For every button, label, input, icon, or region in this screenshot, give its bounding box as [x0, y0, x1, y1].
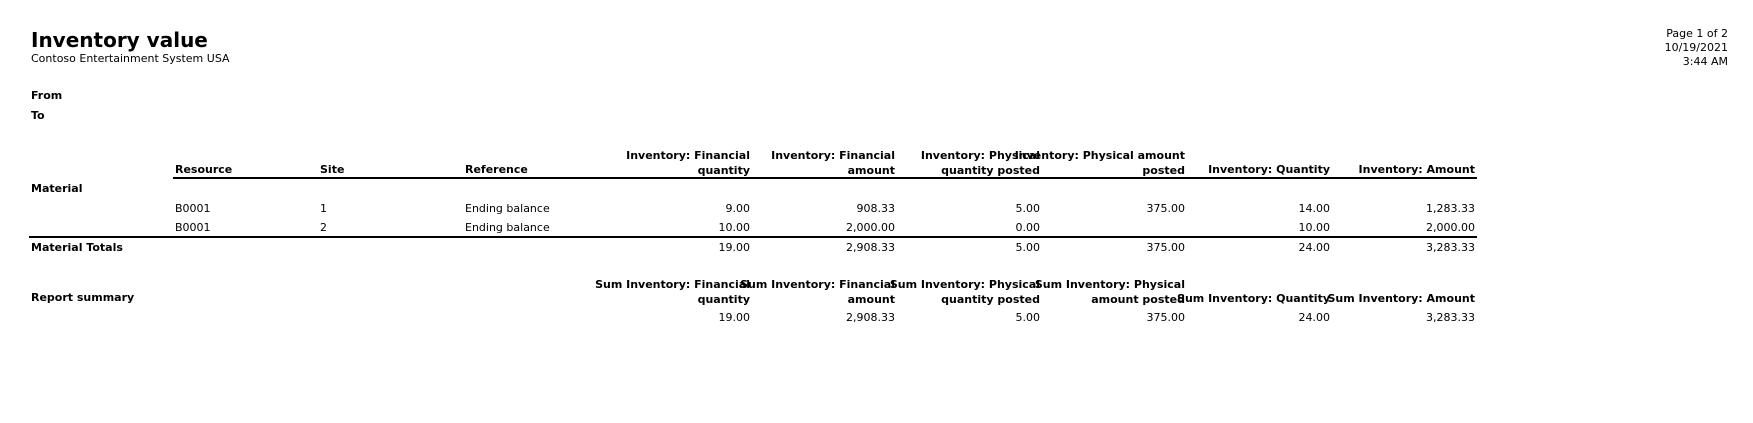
summary-header-inventory-amount: Sum Inventory: Amount [1327, 292, 1475, 305]
total-inventory-quantity: 24.00 [1298, 241, 1331, 254]
col-header-inventory-quantity: Inventory: Quantity [1208, 163, 1330, 176]
filter-from-label: From [31, 89, 63, 102]
total-inventory-amount: 3,283.33 [1426, 241, 1475, 254]
cell-financial-amount: 2,000.00 [846, 221, 895, 234]
cell-reference: Ending balance [465, 221, 550, 234]
report-summary-label: Report summary [31, 291, 135, 304]
summary-financial-quantity: 19.00 [718, 311, 751, 324]
total-physical-amount: 375.00 [1146, 241, 1186, 254]
cell-inventory-amount: 2,000.00 [1426, 221, 1475, 234]
summary-physical-amount: 375.00 [1146, 311, 1186, 324]
totals-label: Material Totals [31, 241, 123, 254]
summary-header-inventory-quantity: Sum Inventory: Quantity [1177, 292, 1330, 305]
cell-reference: Ending balance [465, 202, 550, 215]
cell-site: 1 [320, 202, 327, 215]
total-financial-amount: 2,908.33 [846, 241, 895, 254]
col-header-financial-quantity: Inventory: Financial quantity [626, 149, 750, 177]
report-time: 3:44 AM [1682, 55, 1728, 68]
summary-physical-quantity: 5.00 [1015, 311, 1041, 324]
col-header-site: Site [320, 163, 345, 176]
summary-header-financial-quantity: Sum Inventory: Financial quantity [595, 278, 750, 306]
summary-header-physical-amount: Sum Inventory: Physical amount posted [1034, 278, 1185, 306]
summary-inventory-quantity: 24.00 [1298, 311, 1331, 324]
col-header-inventory-amount: Inventory: Amount [1358, 163, 1475, 176]
col-header-resource: Resource [175, 163, 233, 176]
company-name: Contoso Entertainment System USA [31, 52, 230, 65]
cell-physical-amount: 375.00 [1146, 202, 1186, 215]
cell-inventory-quantity: 14.00 [1298, 202, 1331, 215]
header-underline [173, 177, 1477, 179]
cell-resource: B0001 [175, 202, 211, 215]
summary-financial-amount: 2,908.33 [846, 311, 895, 324]
cell-financial-quantity: 10.00 [718, 221, 751, 234]
cell-financial-amount: 908.33 [856, 202, 896, 215]
report-title: Inventory value [31, 28, 208, 52]
total-financial-quantity: 19.00 [718, 241, 751, 254]
total-physical-quantity: 5.00 [1015, 241, 1041, 254]
col-header-financial-amount: Inventory: Financial amount [771, 149, 895, 177]
cell-physical-quantity: 0.00 [1015, 221, 1041, 234]
page-info: Page 1 of 2 10/19/2021 3:44 AM [1665, 27, 1728, 69]
summary-inventory-amount: 3,283.33 [1426, 311, 1475, 324]
cell-site: 2 [320, 221, 327, 234]
col-header-physical-quantity-posted: Inventory: Physical quantity posted [920, 149, 1040, 177]
cell-physical-quantity: 5.00 [1015, 202, 1041, 215]
report-date: 10/19/2021 [1664, 41, 1728, 54]
group-label-material: Material [31, 182, 83, 195]
cell-inventory-quantity: 10.00 [1298, 221, 1331, 234]
totals-rule [29, 236, 1477, 238]
filter-to-label: To [31, 109, 45, 122]
summary-header-physical-quantity: Sum Inventory: Physical quantity posted [889, 278, 1040, 306]
col-header-physical-amount-posted: Inventory: Physical amount posted [1014, 149, 1185, 177]
cell-financial-quantity: 9.00 [725, 202, 751, 215]
page-number: Page 1 of 2 [1666, 27, 1728, 40]
cell-resource: B0001 [175, 221, 211, 234]
cell-inventory-amount: 1,283.33 [1426, 202, 1475, 215]
col-header-reference: Reference [465, 163, 528, 176]
summary-header-financial-amount: Sum Inventory: Financial amount [740, 278, 895, 306]
